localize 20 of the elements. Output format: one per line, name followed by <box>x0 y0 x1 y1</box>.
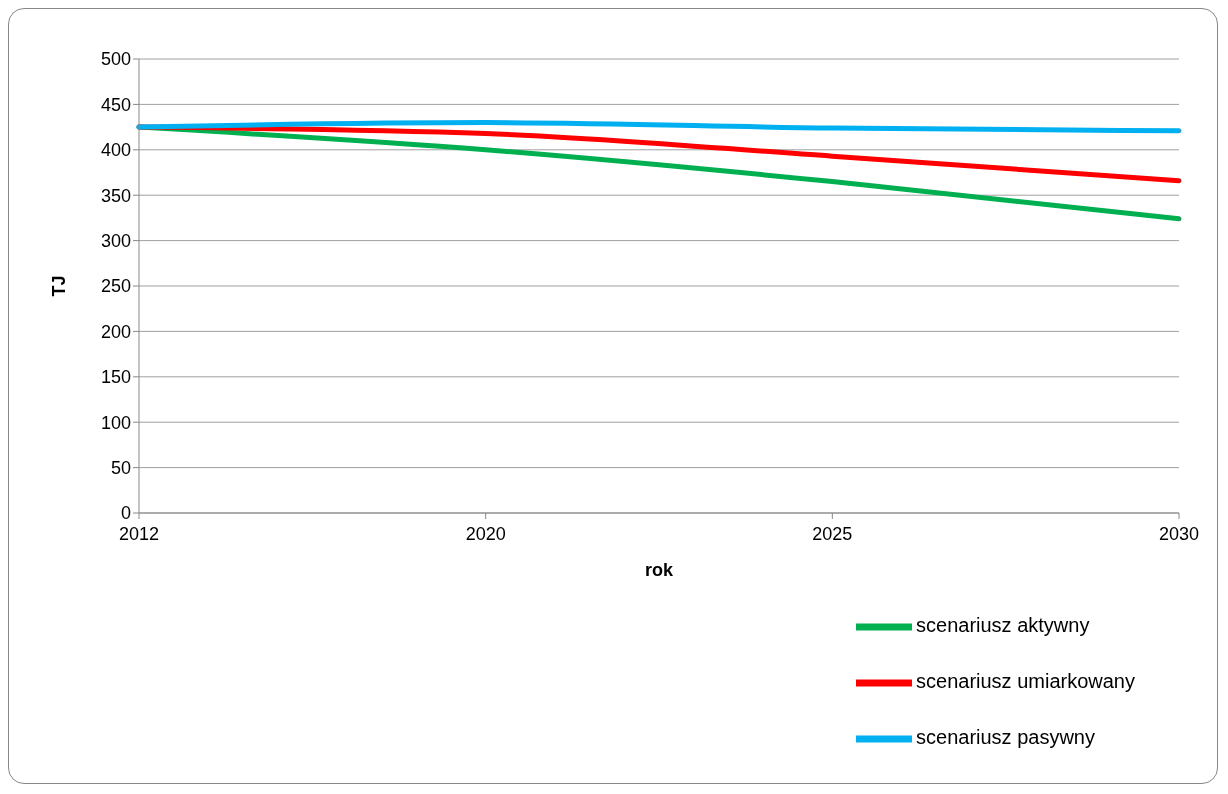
legend-label: scenariusz aktywny <box>916 614 1090 637</box>
y-tick-label: 150 <box>100 367 131 388</box>
y-tick-label: 200 <box>100 321 131 342</box>
x-tick-label: 2012 <box>118 523 160 544</box>
x-tick-label: 2030 <box>1158 523 1200 544</box>
y-tick-label: 250 <box>100 276 131 297</box>
y-tick-label: 500 <box>100 49 131 70</box>
legend-label: scenariusz umiarkowany <box>916 670 1135 693</box>
y-tick-label: 400 <box>100 140 131 161</box>
y-tick-label: 450 <box>100 94 131 115</box>
x-tick-label: 2020 <box>465 523 506 544</box>
x-axis-title: rok <box>644 559 674 580</box>
y-tick-label: 300 <box>100 230 131 251</box>
y-axis-title: TJ <box>49 275 70 297</box>
y-tick-label: 100 <box>100 412 131 433</box>
y-tick-label: 50 <box>110 457 131 478</box>
x-tick-label: 2025 <box>812 523 853 544</box>
y-tick-label: 350 <box>100 185 131 206</box>
y-tick-label: 0 <box>120 503 131 524</box>
legend-label: scenariusz pasywny <box>916 726 1095 749</box>
